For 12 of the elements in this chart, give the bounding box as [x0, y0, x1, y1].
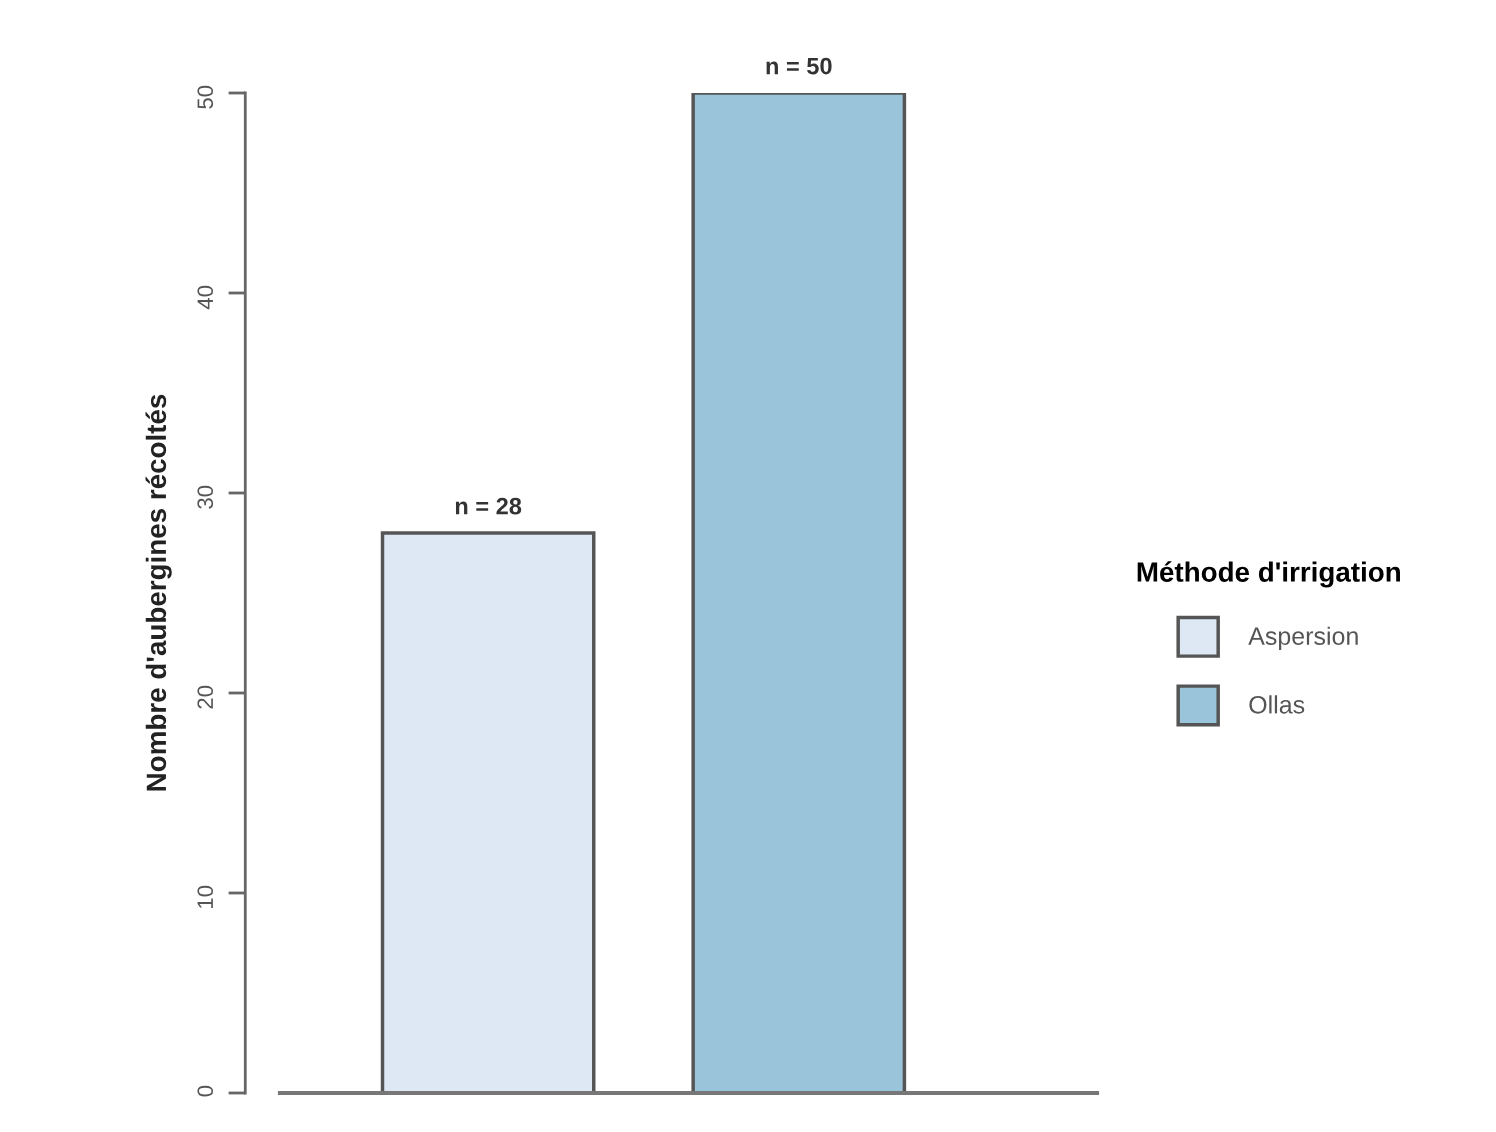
data-label: n = 50: [766, 57, 832, 75]
y-tick-label: 50: [197, 85, 214, 109]
y-tick-label: 20: [197, 685, 214, 709]
y-tick-label: 40: [197, 285, 214, 310]
y-tick-label: 0: [197, 1085, 214, 1097]
y-axis-title: Nombre d'aubergines récoltés: [145, 394, 172, 791]
y-tick-label: 30: [197, 485, 214, 509]
legend-label: Ollas: [1249, 695, 1305, 714]
y-tick-label: 10: [197, 885, 214, 908]
data-label: n = 28: [455, 497, 522, 515]
legend-title: Méthode d'irrigation: [1137, 561, 1400, 588]
legend-label: Aspersion: [1248, 626, 1358, 650]
